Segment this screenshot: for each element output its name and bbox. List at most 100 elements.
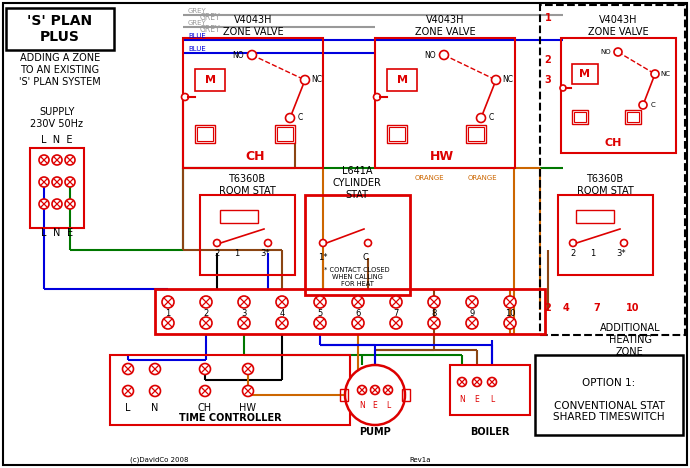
Text: 10: 10: [627, 303, 640, 313]
Circle shape: [238, 296, 250, 308]
Bar: [155, 289, 545, 334]
Text: M: M: [580, 69, 591, 79]
Circle shape: [319, 240, 326, 247]
Bar: [402, 389, 410, 401]
Text: ORANGE: ORANGE: [415, 175, 444, 181]
Circle shape: [428, 317, 440, 329]
Text: ADDING A ZONE
TO AN EXISTING
'S' PLAN SYSTEM: ADDING A ZONE TO AN EXISTING 'S' PLAN SY…: [19, 53, 101, 87]
Circle shape: [357, 386, 366, 395]
Text: ORANGE: ORANGE: [468, 175, 497, 181]
Text: M: M: [204, 75, 215, 85]
Bar: [572, 64, 598, 84]
Circle shape: [65, 177, 75, 187]
Circle shape: [52, 155, 62, 165]
Text: ADDITIONAL
HEATING
ZONE: ADDITIONAL HEATING ZONE: [600, 323, 660, 357]
Circle shape: [199, 386, 210, 396]
Text: * CONTACT CLOSED
WHEN CALLING
FOR HEAT: * CONTACT CLOSED WHEN CALLING FOR HEAT: [324, 267, 390, 287]
Bar: [574, 112, 586, 122]
Text: CH: CH: [604, 138, 622, 148]
Circle shape: [345, 365, 405, 425]
Text: V4043H
ZONE VALVE: V4043H ZONE VALVE: [223, 15, 284, 37]
Circle shape: [65, 199, 75, 209]
Text: NC: NC: [660, 71, 670, 77]
Text: SUPPLY
230V 50Hz: SUPPLY 230V 50Hz: [30, 107, 83, 129]
Text: HW: HW: [430, 151, 454, 163]
Circle shape: [301, 75, 310, 85]
Text: NC: NC: [311, 75, 322, 85]
Circle shape: [477, 114, 486, 123]
Bar: [387, 69, 417, 91]
Text: 6: 6: [355, 308, 361, 317]
Circle shape: [390, 317, 402, 329]
Text: 3: 3: [241, 308, 247, 317]
Circle shape: [473, 378, 482, 387]
Text: CH: CH: [198, 403, 212, 413]
Text: 'S' PLAN
PLUS: 'S' PLAN PLUS: [28, 14, 92, 44]
Circle shape: [466, 296, 478, 308]
Text: NO: NO: [424, 51, 436, 59]
Circle shape: [384, 386, 393, 395]
Bar: [375, 38, 515, 168]
Text: GREY: GREY: [200, 25, 221, 35]
Bar: [468, 127, 484, 141]
Circle shape: [390, 296, 402, 308]
Text: 1: 1: [591, 249, 595, 257]
Text: 4: 4: [279, 308, 284, 317]
Circle shape: [150, 364, 161, 374]
Bar: [30, 148, 84, 228]
Bar: [535, 355, 683, 435]
Circle shape: [371, 386, 380, 395]
Text: (c)DavidCo 2008: (c)DavidCo 2008: [130, 457, 188, 463]
Circle shape: [150, 386, 161, 396]
Text: L: L: [386, 401, 390, 410]
Circle shape: [264, 240, 271, 247]
Bar: [572, 110, 588, 124]
Text: C: C: [362, 254, 368, 263]
Circle shape: [181, 94, 188, 101]
Circle shape: [373, 94, 380, 101]
Text: E: E: [67, 228, 73, 238]
Circle shape: [651, 70, 659, 78]
Circle shape: [65, 155, 75, 165]
Circle shape: [440, 51, 449, 59]
Text: HW: HW: [239, 403, 257, 413]
Circle shape: [199, 364, 210, 374]
Circle shape: [276, 296, 288, 308]
Text: BLUE: BLUE: [188, 33, 206, 39]
Text: C: C: [489, 114, 493, 123]
Text: 3: 3: [544, 75, 551, 85]
Text: N: N: [359, 401, 365, 410]
Text: OPTION 1:

CONVENTIONAL STAT
SHARED TIMESWITCH: OPTION 1: CONVENTIONAL STAT SHARED TIMES…: [553, 378, 664, 423]
Circle shape: [352, 296, 364, 308]
Bar: [183, 38, 323, 168]
Circle shape: [620, 240, 627, 247]
Circle shape: [200, 296, 212, 308]
Bar: [200, 195, 295, 275]
Circle shape: [39, 177, 49, 187]
Bar: [340, 389, 348, 401]
Text: C: C: [297, 114, 303, 123]
Circle shape: [162, 296, 174, 308]
Text: N: N: [151, 403, 159, 413]
Circle shape: [614, 48, 622, 56]
Text: NO: NO: [601, 49, 611, 55]
Text: Rev1a: Rev1a: [409, 457, 431, 463]
Text: L641A
CYLINDER
STAT: L641A CYLINDER STAT: [333, 167, 382, 199]
Circle shape: [248, 51, 257, 59]
Bar: [540, 5, 685, 335]
Circle shape: [242, 364, 253, 374]
Circle shape: [286, 114, 295, 123]
Text: 1: 1: [235, 249, 239, 257]
Bar: [305, 195, 410, 295]
Circle shape: [238, 317, 250, 329]
Text: 1*: 1*: [318, 254, 328, 263]
Text: 1: 1: [166, 308, 170, 317]
Text: N: N: [53, 228, 61, 238]
Text: 7: 7: [593, 303, 600, 313]
Circle shape: [364, 240, 371, 247]
Bar: [195, 125, 215, 143]
Circle shape: [39, 155, 49, 165]
Circle shape: [569, 240, 577, 247]
Text: T6360B
ROOM STAT: T6360B ROOM STAT: [577, 174, 633, 196]
Text: GREY: GREY: [200, 14, 221, 22]
